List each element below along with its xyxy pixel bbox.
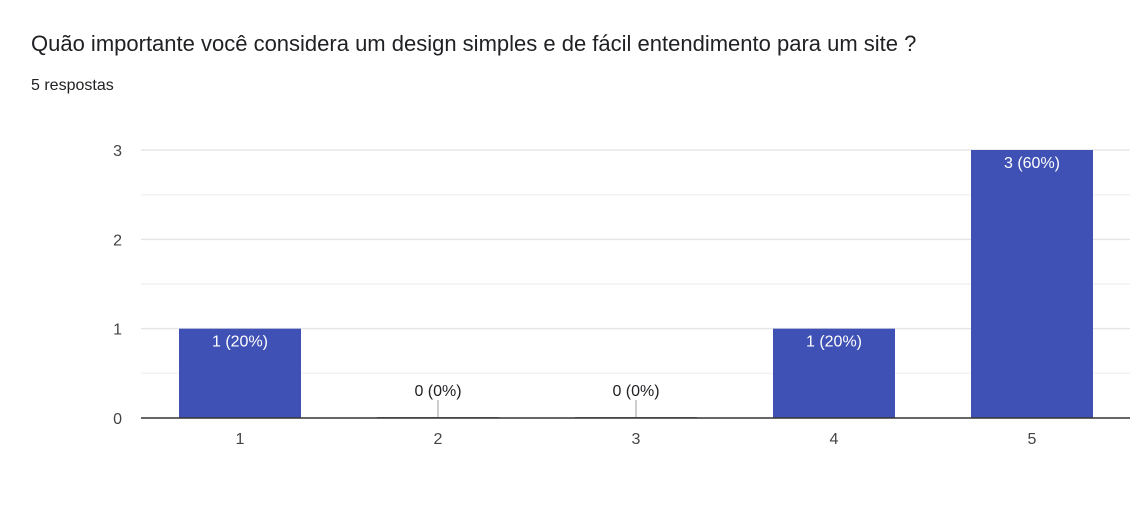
bar	[971, 150, 1093, 418]
x-tick-label: 1	[236, 431, 245, 448]
x-tick-label: 2	[434, 431, 443, 448]
y-tick-label: 3	[113, 143, 122, 160]
y-tick-label: 0	[113, 411, 122, 428]
x-tick-label: 3	[632, 431, 641, 448]
data-label: 3 (60%)	[1004, 155, 1060, 172]
x-tick-label: 5	[1028, 431, 1037, 448]
data-label: 1 (20%)	[806, 334, 862, 351]
bar	[179, 328, 301, 418]
bar	[773, 328, 895, 418]
bars	[179, 150, 1093, 418]
labels: 0 1 2 3 1 1 (20%) 2 0 (0%) 3 0 (0%) 4 1 (20%) 5 3 (60…	[113, 143, 1060, 448]
response-count: 5 respostas	[31, 77, 114, 94]
question-title: Quão importante você considera um design…	[31, 31, 917, 56]
y-tick-label: 1	[113, 322, 122, 339]
x-tick-label: 4	[830, 431, 839, 448]
data-label: 0 (0%)	[414, 383, 461, 400]
grid-lines	[141, 149, 1130, 375]
data-label: 0 (0%)	[612, 383, 659, 400]
data-label: 1 (20%)	[212, 334, 268, 351]
y-tick-label: 2	[113, 232, 122, 249]
